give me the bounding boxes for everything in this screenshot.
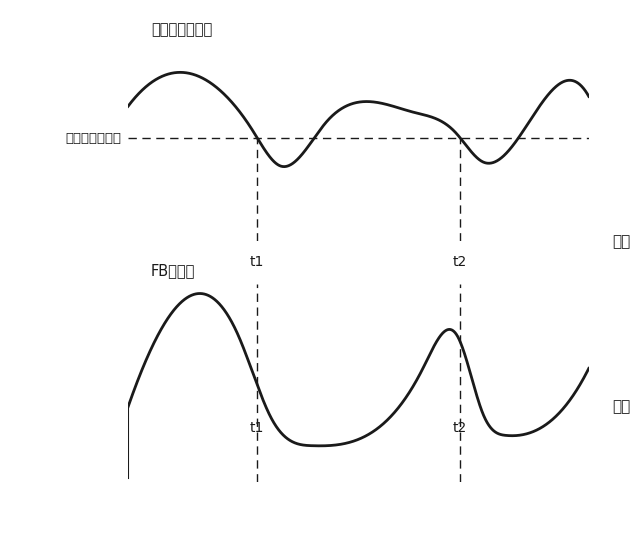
Text: 時間: 時間: [612, 234, 630, 249]
Text: 時間: 時間: [612, 399, 630, 414]
Text: 巻取テンション: 巻取テンション: [151, 22, 212, 37]
Text: t1: t1: [250, 255, 264, 269]
Text: t2: t2: [452, 421, 467, 435]
Text: FB制御量: FB制御量: [151, 263, 195, 278]
Text: t2: t2: [452, 255, 467, 269]
Text: t1: t1: [250, 421, 264, 435]
Text: 目標テンション: 目標テンション: [65, 131, 121, 145]
